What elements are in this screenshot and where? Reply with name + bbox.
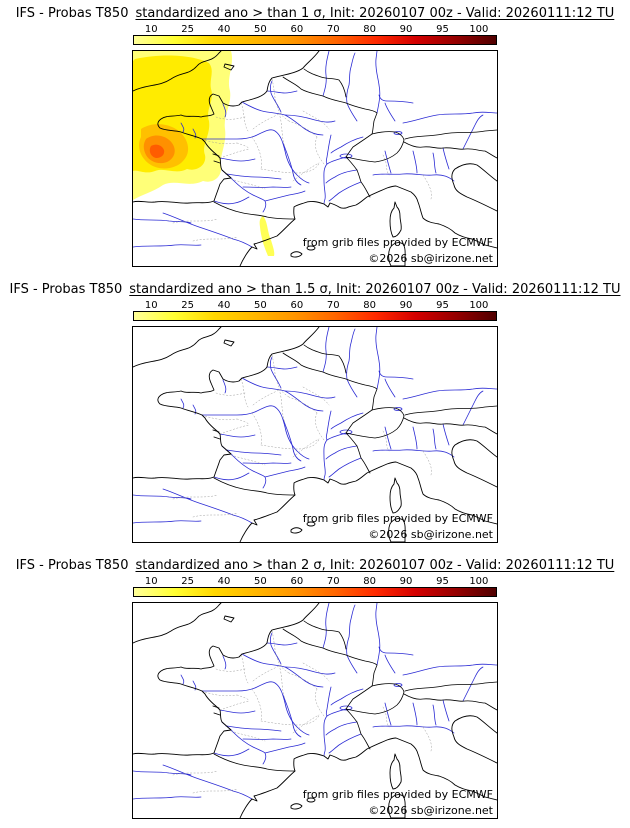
panel-title-main: standardized ano > than 2 σ, Init: 20260… (135, 558, 615, 573)
map-canvas (133, 327, 497, 542)
colorbar-tick-label: 50 (254, 576, 267, 587)
colorbar-gradient (133, 311, 497, 321)
forecast-panel-2sigma: IFS - Probas T850 standardized ano > than… (0, 552, 630, 828)
colorbar-tick-label: 100 (469, 24, 489, 35)
colorbar-tick-label: 90 (399, 24, 413, 35)
colorbar-tick-label: 10 (144, 576, 158, 587)
colorbar-tick-label: 70 (326, 300, 340, 311)
colorbar: 10 25 40 50 60 70 80 90 95 100 (133, 298, 497, 321)
colorbar-tick-label: 60 (290, 300, 304, 311)
colorbar-tick-label: 80 (363, 576, 376, 587)
colorbar: 10 25 40 50 60 70 80 90 95 100 (133, 22, 497, 45)
colorbar-tick-label: 70 (326, 576, 340, 587)
colorbar-tick-label: 80 (363, 300, 376, 311)
map-canvas (133, 51, 497, 266)
panel-title-main: standardized ano > than 1 σ, Init: 20260… (135, 6, 615, 21)
panel-title: IFS - Probas T850 standardized ano > than… (0, 552, 630, 573)
map-panel: from grib files provided by ECMWF ©2026 … (132, 50, 498, 267)
colorbar-tick-label: 95 (436, 300, 449, 311)
colorbar-tick-label: 25 (181, 24, 194, 35)
colorbar-gradient (133, 35, 497, 45)
panel-title-main: standardized ano > than 1.5 σ, Init: 202… (129, 282, 621, 297)
credit-ecmwf: from grib files provided by ECMWF (302, 788, 493, 801)
panel-title: IFS - Probas T850 standardized ano > than… (0, 276, 630, 297)
panel-title-prefix: IFS - Probas T850 (9, 282, 123, 297)
colorbar-tick-label: 95 (436, 24, 449, 35)
colorbar-tick-label: 100 (469, 576, 489, 587)
colorbar-tick-label: 70 (326, 24, 340, 35)
colorbar-tick-label: 80 (363, 24, 376, 35)
credit-copyright: ©2026 sb@irizone.net (368, 804, 493, 817)
colorbar-tick-label: 100 (469, 300, 489, 311)
colorbar-ticks: 10 25 40 50 60 70 80 90 95 100 (133, 574, 497, 587)
credit-copyright: ©2026 sb@irizone.net (368, 528, 493, 541)
map-panel: from grib files provided by ECMWF ©2026 … (132, 602, 498, 819)
colorbar-tick-label: 60 (290, 576, 304, 587)
anomaly-overlay (133, 51, 275, 256)
colorbar: 10 25 40 50 60 70 80 90 95 100 (133, 574, 497, 597)
colorbar-tick-label: 40 (217, 300, 231, 311)
credit-ecmwf: from grib files provided by ECMWF (302, 236, 493, 249)
credit-ecmwf: from grib files provided by ECMWF (302, 512, 493, 525)
colorbar-tick-label: 50 (254, 24, 267, 35)
colorbar-tick-label: 50 (254, 300, 267, 311)
colorbar-tick-label: 90 (399, 576, 413, 587)
colorbar-tick-label: 10 (144, 24, 158, 35)
panel-title: IFS - Probas T850 standardized ano > than… (0, 0, 630, 21)
colorbar-ticks: 10 25 40 50 60 70 80 90 95 100 (133, 22, 497, 35)
colorbar-gradient (133, 587, 497, 597)
basemap-use (133, 327, 497, 542)
colorbar-tick-label: 25 (181, 300, 194, 311)
forecast-panel-1-5sigma: IFS - Probas T850 standardized ano > than… (0, 276, 630, 552)
colorbar-tick-label: 40 (217, 24, 231, 35)
colorbar-ticks: 10 25 40 50 60 70 80 90 95 100 (133, 298, 497, 311)
panel-title-prefix: IFS - Probas T850 (15, 6, 129, 21)
map-panel: from grib files provided by ECMWF ©2026 … (132, 326, 498, 543)
forecast-panel-1sigma: IFS - Probas T850 standardized ano > than… (0, 0, 630, 276)
colorbar-tick-label: 95 (436, 576, 449, 587)
colorbar-tick-label: 25 (181, 576, 194, 587)
map-canvas (133, 603, 497, 818)
panel-title-prefix: IFS - Probas T850 (15, 558, 129, 573)
colorbar-tick-label: 60 (290, 24, 304, 35)
colorbar-tick-label: 90 (399, 300, 413, 311)
basemap-use (133, 603, 497, 818)
colorbar-tick-label: 40 (217, 576, 231, 587)
colorbar-tick-label: 10 (144, 300, 158, 311)
credit-copyright: ©2026 sb@irizone.net (368, 252, 493, 265)
